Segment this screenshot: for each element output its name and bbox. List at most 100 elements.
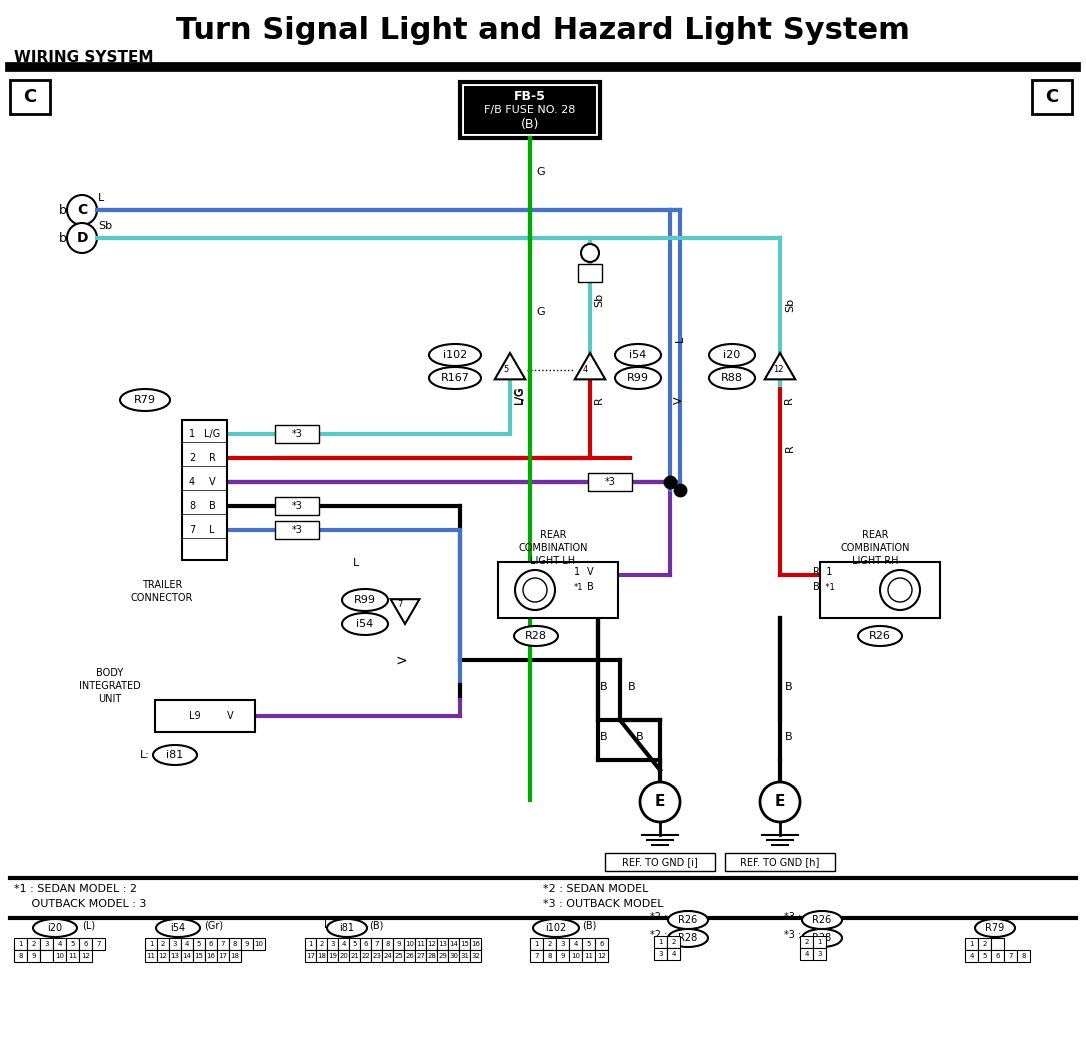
FancyBboxPatch shape xyxy=(205,938,217,950)
Text: (B): (B) xyxy=(582,919,596,930)
Text: 19: 19 xyxy=(328,954,337,959)
Text: 11: 11 xyxy=(584,954,593,959)
Circle shape xyxy=(880,570,920,610)
FancyBboxPatch shape xyxy=(725,853,835,871)
Text: R26: R26 xyxy=(679,915,697,925)
FancyBboxPatch shape xyxy=(582,938,595,950)
Text: 4: 4 xyxy=(341,941,345,947)
Text: 4: 4 xyxy=(573,941,578,947)
FancyBboxPatch shape xyxy=(169,938,181,950)
FancyBboxPatch shape xyxy=(530,950,543,962)
Text: *3 : OUTBACK MODEL: *3 : OUTBACK MODEL xyxy=(543,899,664,909)
Ellipse shape xyxy=(615,367,661,389)
Circle shape xyxy=(888,578,912,602)
Text: i54: i54 xyxy=(630,350,646,360)
Text: WIRING SYSTEM: WIRING SYSTEM xyxy=(14,50,153,65)
FancyBboxPatch shape xyxy=(1016,950,1030,962)
FancyBboxPatch shape xyxy=(543,938,556,950)
Text: Sb: Sb xyxy=(785,298,795,313)
Text: 8: 8 xyxy=(386,941,390,947)
Text: L:: L: xyxy=(324,919,332,930)
Ellipse shape xyxy=(858,626,902,646)
Text: 11: 11 xyxy=(147,954,155,959)
Text: C: C xyxy=(24,88,37,106)
Text: G: G xyxy=(536,307,544,317)
Text: 15: 15 xyxy=(194,954,203,959)
Text: B: B xyxy=(785,732,793,742)
Text: 1: 1 xyxy=(658,939,662,945)
FancyBboxPatch shape xyxy=(437,950,449,962)
Text: OUTBACK MODEL : 3: OUTBACK MODEL : 3 xyxy=(14,899,147,909)
Ellipse shape xyxy=(327,919,367,937)
FancyBboxPatch shape xyxy=(393,938,404,950)
Text: 21: 21 xyxy=(350,954,359,959)
Text: B: B xyxy=(628,682,635,692)
Text: i20: i20 xyxy=(48,923,63,933)
FancyBboxPatch shape xyxy=(359,950,371,962)
FancyBboxPatch shape xyxy=(382,938,393,950)
Text: L9: L9 xyxy=(189,711,201,721)
Text: 4: 4 xyxy=(185,941,189,947)
Ellipse shape xyxy=(156,919,200,937)
FancyBboxPatch shape xyxy=(437,938,449,950)
Text: 3: 3 xyxy=(560,941,565,947)
FancyBboxPatch shape xyxy=(193,950,205,962)
Text: i102: i102 xyxy=(443,350,467,360)
Text: 31: 31 xyxy=(460,954,469,959)
FancyBboxPatch shape xyxy=(14,938,27,950)
Text: REAR
COMBINATION
LIGHT LH: REAR COMBINATION LIGHT LH xyxy=(518,530,588,567)
Text: 25: 25 xyxy=(394,954,403,959)
FancyBboxPatch shape xyxy=(371,950,382,962)
Text: *2 :: *2 : xyxy=(651,912,668,922)
Text: E: E xyxy=(655,794,666,810)
FancyBboxPatch shape xyxy=(569,950,582,962)
FancyBboxPatch shape xyxy=(253,938,265,950)
Text: i102: i102 xyxy=(545,923,567,933)
Text: 24: 24 xyxy=(383,954,392,959)
FancyBboxPatch shape xyxy=(241,938,253,950)
Text: B: B xyxy=(599,682,608,692)
Circle shape xyxy=(515,570,555,610)
FancyBboxPatch shape xyxy=(327,938,338,950)
Text: 13: 13 xyxy=(171,954,179,959)
Polygon shape xyxy=(765,353,795,379)
Text: R99: R99 xyxy=(354,595,376,605)
FancyBboxPatch shape xyxy=(205,950,217,962)
Text: 6: 6 xyxy=(363,941,368,947)
Text: i54: i54 xyxy=(356,619,374,629)
FancyBboxPatch shape xyxy=(169,950,181,962)
Text: *3 :: *3 : xyxy=(784,930,801,940)
Text: 7: 7 xyxy=(97,941,101,947)
Text: 30: 30 xyxy=(449,954,458,959)
Ellipse shape xyxy=(615,344,661,366)
Text: 6: 6 xyxy=(84,941,88,947)
Text: 10: 10 xyxy=(254,941,264,947)
FancyBboxPatch shape xyxy=(305,950,316,962)
Ellipse shape xyxy=(119,389,171,411)
Text: 12: 12 xyxy=(597,954,606,959)
Text: 6: 6 xyxy=(599,941,604,947)
Ellipse shape xyxy=(33,919,77,937)
Text: *3: *3 xyxy=(291,501,302,511)
FancyBboxPatch shape xyxy=(181,938,193,950)
FancyBboxPatch shape xyxy=(155,701,255,732)
Text: V: V xyxy=(227,711,233,721)
Text: 1: 1 xyxy=(534,941,539,947)
FancyBboxPatch shape xyxy=(359,938,371,950)
Ellipse shape xyxy=(342,589,388,611)
FancyBboxPatch shape xyxy=(470,938,481,950)
FancyBboxPatch shape xyxy=(667,937,680,948)
Text: i54: i54 xyxy=(171,923,186,933)
FancyBboxPatch shape xyxy=(157,950,169,962)
Text: R: R xyxy=(594,396,604,404)
Text: 8: 8 xyxy=(1021,954,1026,959)
Text: 26: 26 xyxy=(405,954,414,959)
Text: F/B FUSE NO. 28: F/B FUSE NO. 28 xyxy=(484,105,576,115)
Ellipse shape xyxy=(668,911,708,929)
Text: L/G: L/G xyxy=(515,386,525,404)
Text: 9: 9 xyxy=(244,941,250,947)
Text: REF. TO GND [i]: REF. TO GND [i] xyxy=(622,857,698,867)
Text: 6: 6 xyxy=(209,941,213,947)
FancyBboxPatch shape xyxy=(578,264,602,282)
Text: L: L xyxy=(353,558,359,568)
